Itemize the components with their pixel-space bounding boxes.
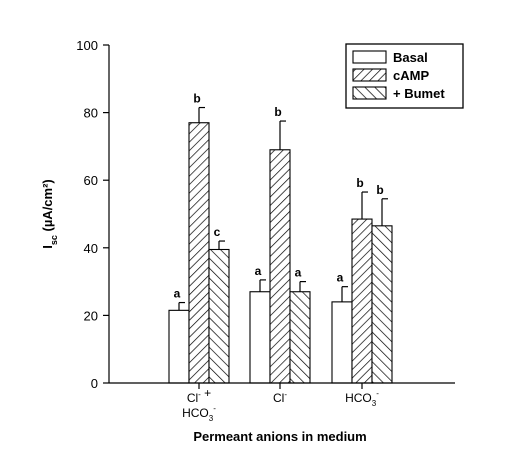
significance-label: b: [376, 183, 383, 197]
significance-label: b: [356, 176, 363, 190]
bar-camp: [351, 218, 373, 384]
x-ticks: Cl- +HCO3-Cl- HCO3-: [182, 383, 379, 423]
y-tick-label: 20: [84, 308, 98, 323]
x-category-label-line2: HCO3-: [182, 404, 216, 423]
significance-label: a: [295, 266, 302, 280]
x-axis-title: Permeant anions in medium: [193, 429, 366, 444]
significance-label: a: [337, 271, 344, 285]
significance-label: a: [174, 287, 181, 301]
legend-label: + Bumet: [393, 86, 445, 101]
legend-swatch: [352, 50, 387, 64]
x-category-label-line1: Cl- +: [187, 386, 211, 405]
significance-label: a: [255, 264, 262, 278]
bar-camp: [269, 149, 291, 384]
x-category-label-line1: HCO3-: [345, 389, 379, 408]
bar-bumet: [289, 291, 311, 384]
y-axis-title-main: I: [40, 245, 55, 249]
bar-bumet: [208, 248, 230, 384]
bar-bumet: [371, 225, 393, 384]
x-category-label-line1: Cl-: [273, 390, 287, 405]
bars-layer: [168, 122, 393, 384]
y-axis-title: Isc (µA/cm²): [40, 179, 59, 249]
significance-label: c: [214, 225, 221, 239]
legend-swatch: [352, 68, 387, 82]
bar-basal: [331, 301, 353, 384]
error-bars-layer: [178, 106, 388, 311]
y-tick-label: 100: [76, 38, 98, 53]
bar-basal: [168, 309, 190, 384]
significance-label: b: [274, 105, 281, 119]
x-category-label: HCO3-: [345, 389, 379, 408]
y-tick-label: 40: [84, 241, 98, 256]
bar-camp: [188, 122, 210, 384]
x-category-label: Cl-: [273, 390, 287, 405]
y-ticks: 0 20 40 60 80 100: [76, 38, 109, 391]
bar-basal: [249, 291, 271, 384]
legend-label: Basal: [393, 50, 428, 65]
legend-swatch: [352, 86, 387, 100]
y-tick-label: 60: [84, 173, 98, 188]
y-axis-title-unit: (µA/cm²): [40, 179, 55, 235]
legend: Basal cAMP + Bumet: [345, 43, 464, 109]
significance-label: b: [193, 92, 200, 106]
y-tick-label: 0: [91, 376, 98, 391]
y-axis-title-sub: sc: [49, 235, 59, 245]
legend-label: cAMP: [393, 68, 429, 83]
y-tick-label: 80: [84, 106, 98, 121]
x-category-label: Cl- +HCO3-: [182, 386, 216, 423]
